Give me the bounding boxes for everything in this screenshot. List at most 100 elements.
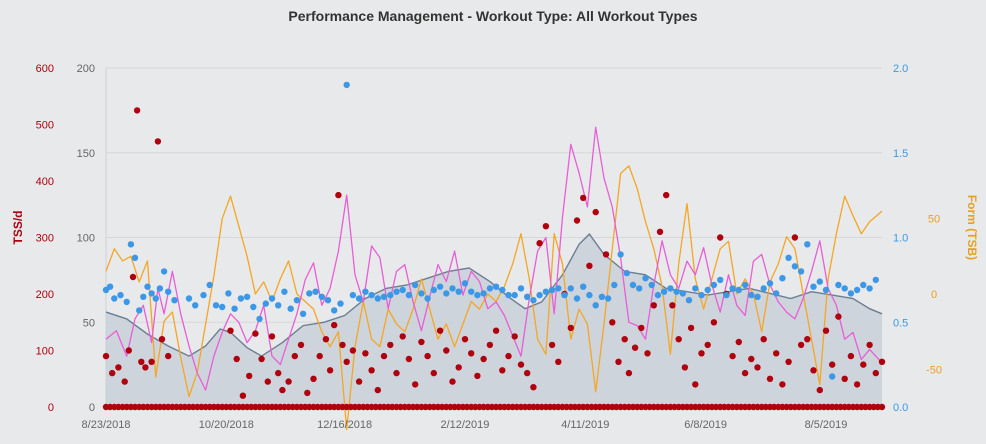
tss-point [387, 341, 394, 349]
x-tick-label: 6/8/2019 [684, 419, 727, 431]
tss-point [785, 358, 792, 365]
if-point [735, 286, 742, 294]
if-point [816, 278, 823, 285]
if-point [673, 288, 680, 295]
tss-point [650, 302, 657, 309]
tss-point [511, 333, 518, 340]
tss-point [165, 352, 172, 360]
tss-point [239, 392, 247, 399]
if-point [648, 281, 655, 289]
if-point [362, 288, 369, 295]
tss-point [121, 378, 128, 385]
if-point [797, 268, 805, 275]
if-point [617, 251, 624, 258]
if-point [337, 300, 344, 307]
if-point [785, 254, 792, 261]
tss-tick-label: 100 [36, 346, 54, 358]
if-point [148, 290, 155, 297]
tss-point [524, 369, 531, 377]
tss-point [644, 350, 651, 357]
if-point [629, 281, 637, 289]
tss-point [148, 358, 155, 365]
form-tick-label: -50 [926, 364, 942, 376]
if-point [604, 295, 612, 302]
tss-point [326, 367, 334, 374]
tss-point [625, 369, 633, 377]
tss-point [542, 223, 550, 230]
tss-point [779, 381, 786, 388]
tss-tick-label: 400 [36, 176, 54, 188]
tss-point [822, 327, 830, 334]
if-point [424, 295, 431, 302]
if-point [123, 298, 130, 306]
fitness-tick-label: 50 [83, 317, 95, 329]
if-point [136, 307, 143, 314]
tss-point [548, 341, 556, 349]
fitness-tick-label: 100 [77, 233, 95, 245]
if-point [262, 300, 269, 307]
if-point [698, 291, 705, 299]
tss-tick-label: 600 [36, 63, 54, 75]
tss-point [687, 324, 695, 332]
if-point [156, 285, 164, 292]
if-point [418, 290, 425, 297]
if-point [685, 297, 693, 304]
tss-point [872, 369, 879, 377]
tss-point [517, 361, 525, 368]
tss-tick-label: 0 [48, 402, 54, 414]
tss-point [754, 364, 761, 371]
if-point [723, 291, 730, 299]
if-point [443, 290, 450, 297]
tss-point [638, 324, 645, 332]
form-tick-label: 50 [928, 214, 940, 226]
if-point [636, 285, 643, 292]
fitness-tick-label: 150 [77, 148, 95, 160]
if-tick-label: 0.5 [893, 317, 908, 329]
axis-layer: 01002003004005006000501001502000.00.51.0… [11, 63, 979, 431]
tss-point [430, 369, 437, 377]
x-tick-label: 10/20/2018 [199, 419, 254, 431]
if-point [505, 291, 512, 299]
tss-point [586, 262, 593, 269]
tss-point [486, 341, 494, 349]
if-point [318, 293, 325, 300]
tss-point [609, 319, 616, 326]
tss-point [791, 234, 799, 241]
if-point [542, 288, 550, 295]
tss-point [393, 369, 400, 377]
tss-point [536, 240, 543, 247]
tss-point [704, 341, 711, 349]
if-point [212, 302, 220, 309]
if-point [171, 297, 178, 304]
tss-point [615, 358, 622, 365]
tss-point [580, 194, 587, 202]
form-axis-title: Form (TSB) [965, 195, 979, 260]
form-tick-label: 0 [931, 289, 937, 301]
tss-point [349, 347, 357, 354]
if-point [331, 307, 338, 314]
tss-point [860, 361, 867, 368]
if-point [380, 293, 388, 300]
if-point [436, 283, 444, 290]
tss-point [717, 234, 724, 241]
line-layer [105, 126, 883, 431]
if-point [461, 280, 469, 287]
if-point [729, 285, 736, 292]
tss-point [133, 107, 141, 114]
tss-point [268, 333, 276, 340]
tss-point [399, 333, 406, 340]
if-point [692, 285, 699, 292]
if-tick-label: 1.5 [893, 148, 908, 160]
tss-point [461, 336, 469, 343]
tss-point [331, 321, 338, 329]
if-point [573, 295, 581, 302]
tss-point [355, 378, 363, 385]
if-point [474, 291, 481, 299]
if-point [847, 290, 855, 297]
if-point [127, 241, 135, 248]
tss-point [698, 350, 705, 357]
tss-point [816, 386, 823, 394]
tss-point [335, 191, 342, 199]
tss-point [418, 338, 425, 346]
